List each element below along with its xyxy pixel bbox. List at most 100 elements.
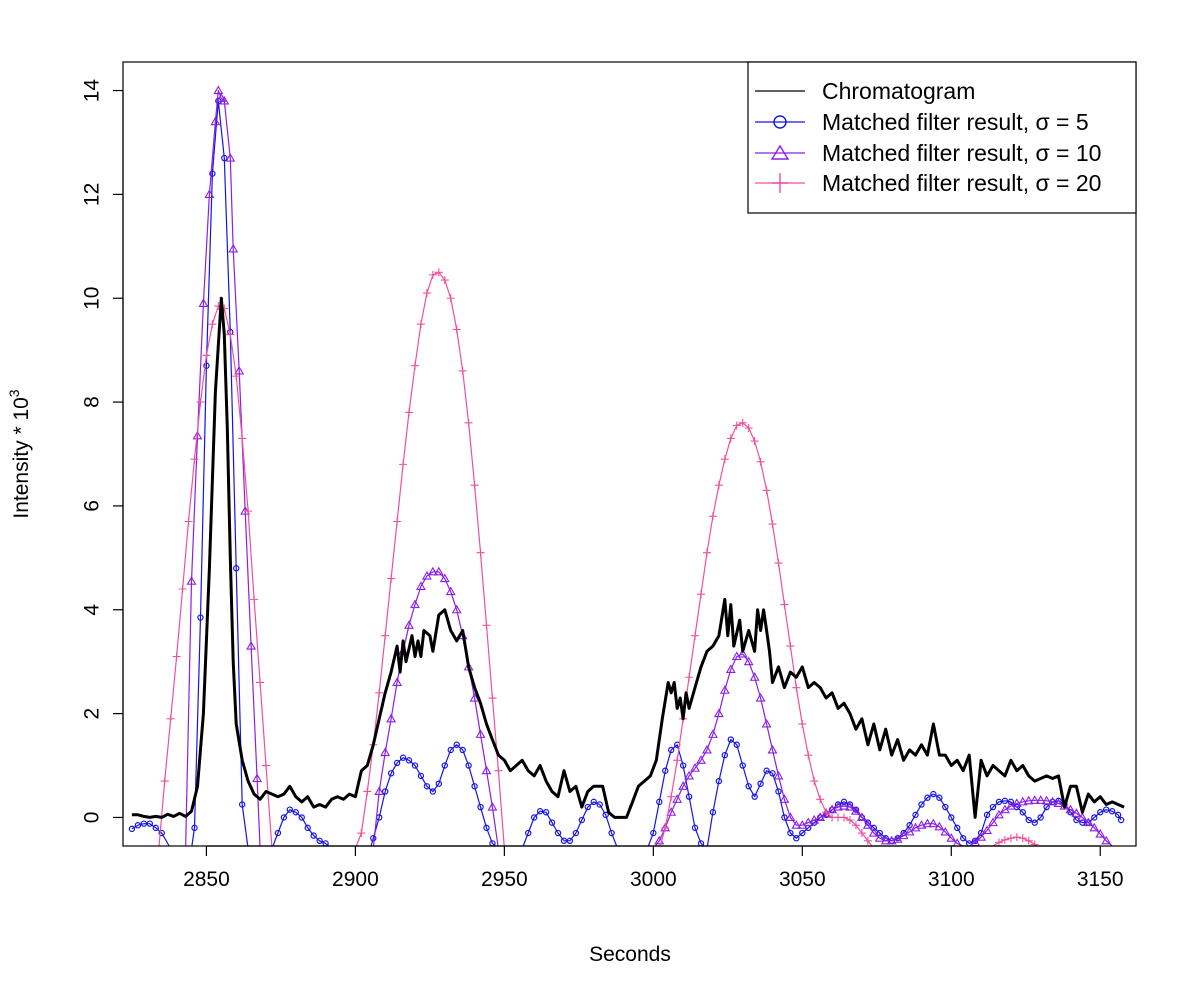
data-point: [815, 812, 826, 821]
data-point: [804, 751, 813, 760]
data-point: [234, 365, 245, 375]
data-point: [798, 719, 807, 728]
data-point: [880, 835, 891, 845]
data-point: [845, 816, 854, 825]
data-point: [1017, 796, 1028, 806]
data-point: [1037, 814, 1044, 821]
y-axis-label-superscript: 3: [6, 389, 22, 397]
data-point: [608, 829, 615, 837]
data-point: [304, 824, 311, 832]
data-point: [238, 801, 246, 808]
y-tick-label: 12: [81, 183, 104, 206]
data-point: [702, 744, 712, 754]
data-point: [1012, 833, 1021, 842]
data-point: [1053, 798, 1064, 807]
data-point: [494, 766, 503, 775]
data-point: [483, 824, 490, 832]
data-point: [411, 762, 419, 769]
data-point: [286, 806, 294, 813]
data-point: [720, 455, 729, 464]
data-point: [209, 170, 216, 177]
legend-label: Matched filter result, σ = 10: [822, 140, 1101, 166]
data-point: [488, 694, 497, 703]
data-point: [1007, 798, 1015, 806]
data-point: [745, 783, 752, 790]
data-point: [410, 599, 420, 609]
data-point: [721, 751, 729, 759]
y-tick-label: 10: [81, 287, 104, 310]
data-point: [252, 773, 263, 783]
data-point: [678, 781, 689, 790]
data-point: [244, 507, 253, 516]
data-point: [662, 767, 669, 774]
data-point: [750, 437, 759, 446]
data-point: [840, 798, 848, 806]
data-point: [435, 780, 443, 787]
legend-box: [747, 61, 1137, 214]
data-point: [982, 825, 992, 834]
data-point: [775, 788, 782, 795]
data-point: [423, 783, 431, 790]
data-point: [744, 424, 753, 433]
data-point: [477, 803, 484, 811]
data-point: [667, 792, 676, 801]
data-point: [399, 754, 407, 761]
data-point: [210, 116, 221, 126]
y-tick-label: 0: [81, 812, 104, 824]
x-tick-label: 3050: [779, 868, 826, 891]
legend-entry: Chromatogram: [755, 78, 975, 104]
series-line: [185, 90, 1113, 846]
data-point: [1097, 809, 1104, 816]
data-point: [238, 434, 247, 443]
data-point: [310, 832, 317, 839]
data-point: [380, 747, 391, 757]
data-point: [572, 829, 580, 837]
data-point: [793, 835, 800, 842]
data-point: [779, 794, 790, 803]
data-point: [948, 814, 955, 821]
data-point: [489, 840, 496, 846]
data-point: [650, 829, 657, 837]
data-point: [976, 832, 987, 841]
data-point: [410, 361, 419, 370]
data-point: [1011, 798, 1022, 807]
data-point: [994, 838, 1003, 846]
data-point: [417, 772, 425, 780]
data-point: [225, 152, 236, 162]
data-point: [393, 759, 401, 767]
data-point: [370, 835, 377, 842]
data-point: [246, 640, 257, 650]
data-point: [1071, 808, 1082, 817]
data-point: [916, 820, 927, 829]
data-point: [554, 829, 562, 837]
data-point: [387, 574, 396, 583]
data-point: [924, 794, 931, 801]
data-point: [1018, 834, 1027, 843]
data-point: [840, 813, 849, 822]
data-point: [672, 794, 683, 803]
data-point: [702, 548, 711, 557]
data-point: [428, 270, 437, 279]
data-point: [850, 806, 861, 815]
data-point: [691, 824, 699, 832]
data-point: [198, 298, 209, 307]
data-point: [769, 770, 776, 777]
data-point: [930, 790, 937, 798]
data-point: [690, 763, 700, 772]
data-point: [912, 811, 919, 819]
x-tick-label: 3150: [1077, 868, 1124, 891]
data-point: [816, 795, 825, 804]
data-point: [857, 829, 866, 838]
data-point: [445, 586, 456, 596]
data-point: [441, 762, 448, 769]
data-point: [1103, 806, 1110, 813]
data-point: [946, 833, 957, 842]
data-point: [453, 741, 460, 748]
data-point: [602, 811, 609, 819]
data-point: [525, 829, 532, 837]
legend-marker: [773, 115, 787, 129]
data-point: [922, 818, 933, 828]
data-point: [387, 770, 395, 777]
data-point: [697, 590, 706, 599]
data-point: [780, 600, 789, 609]
